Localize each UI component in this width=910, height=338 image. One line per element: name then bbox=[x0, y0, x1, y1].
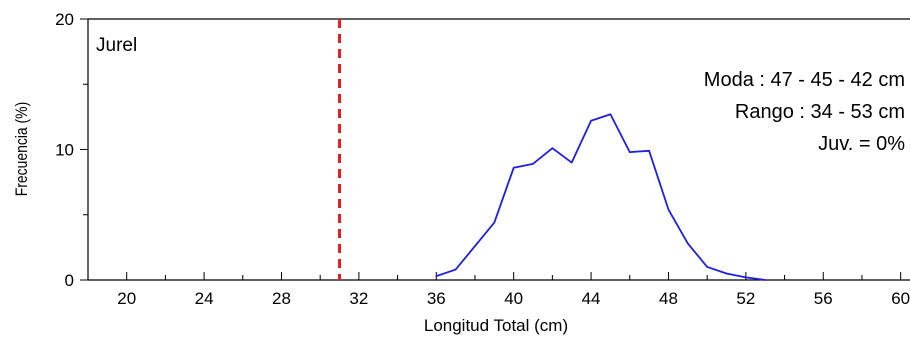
y-tick-label: 10 bbox=[55, 141, 74, 160]
annotation-rango: Rango : 34 - 53 cm bbox=[735, 101, 905, 123]
y-tick-label: 20 bbox=[55, 10, 74, 29]
y-ticks: 0 10 20 bbox=[55, 10, 88, 290]
annotation-moda: Moda : 47 - 45 - 42 cm bbox=[704, 69, 905, 91]
x-tick-label: 56 bbox=[814, 289, 833, 308]
series-point bbox=[532, 163, 534, 165]
series-point bbox=[474, 245, 476, 247]
series-point bbox=[648, 150, 650, 152]
x-tick-label: 52 bbox=[736, 289, 755, 308]
series-point bbox=[687, 242, 689, 245]
series-point bbox=[551, 147, 554, 149]
x-tick-label: 36 bbox=[427, 289, 446, 308]
x-tick-label: 40 bbox=[504, 289, 523, 308]
series-point bbox=[512, 166, 515, 169]
series-line bbox=[435, 113, 766, 281]
series-point bbox=[454, 268, 457, 271]
x-axis-title: Longitud Total (cm) bbox=[424, 316, 568, 335]
panel-title: Jurel bbox=[96, 35, 137, 56]
series-point bbox=[570, 161, 573, 164]
series-point bbox=[706, 266, 708, 268]
series-point bbox=[609, 113, 612, 116]
series-point bbox=[590, 119, 592, 122]
y-tick-label: 0 bbox=[65, 271, 74, 290]
series-point bbox=[628, 151, 631, 153]
series-point bbox=[764, 279, 767, 281]
annotation-juv: Juv. = 0% bbox=[818, 133, 905, 155]
series-group bbox=[435, 113, 767, 281]
axes bbox=[87, 18, 910, 281]
x-tick-label: 24 bbox=[195, 289, 214, 308]
x-tick-label: 44 bbox=[582, 289, 601, 308]
series-point bbox=[493, 221, 496, 224]
x-tick-label: 28 bbox=[272, 289, 291, 308]
series-point bbox=[667, 208, 670, 211]
x-tick-label: 32 bbox=[349, 289, 368, 308]
x-ticks: 20 24 28 32 36 40 44 48 52 56 60 bbox=[117, 272, 910, 308]
x-tick-label: 20 bbox=[117, 289, 136, 308]
x-tick-label: 48 bbox=[659, 289, 678, 308]
y-axis-title: Frecuencia (%) bbox=[13, 102, 32, 196]
x-tick-label: 60 bbox=[891, 289, 910, 308]
series-point bbox=[725, 272, 728, 275]
series-point bbox=[745, 276, 747, 279]
series-point bbox=[435, 275, 438, 277]
